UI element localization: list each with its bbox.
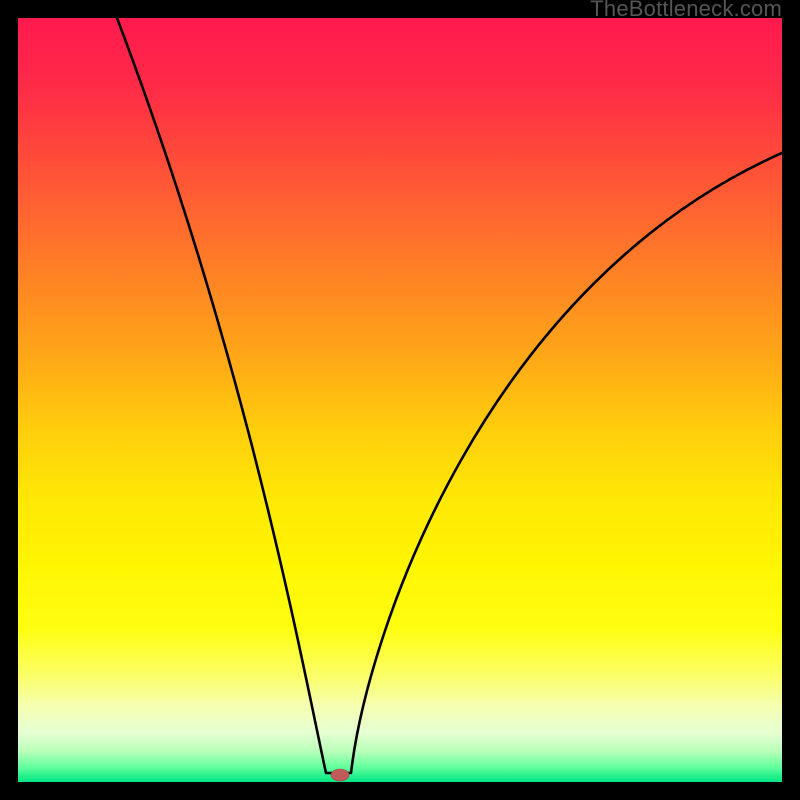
minimum-marker bbox=[18, 18, 782, 782]
watermark-text: TheBottleneck.com bbox=[590, 0, 782, 22]
